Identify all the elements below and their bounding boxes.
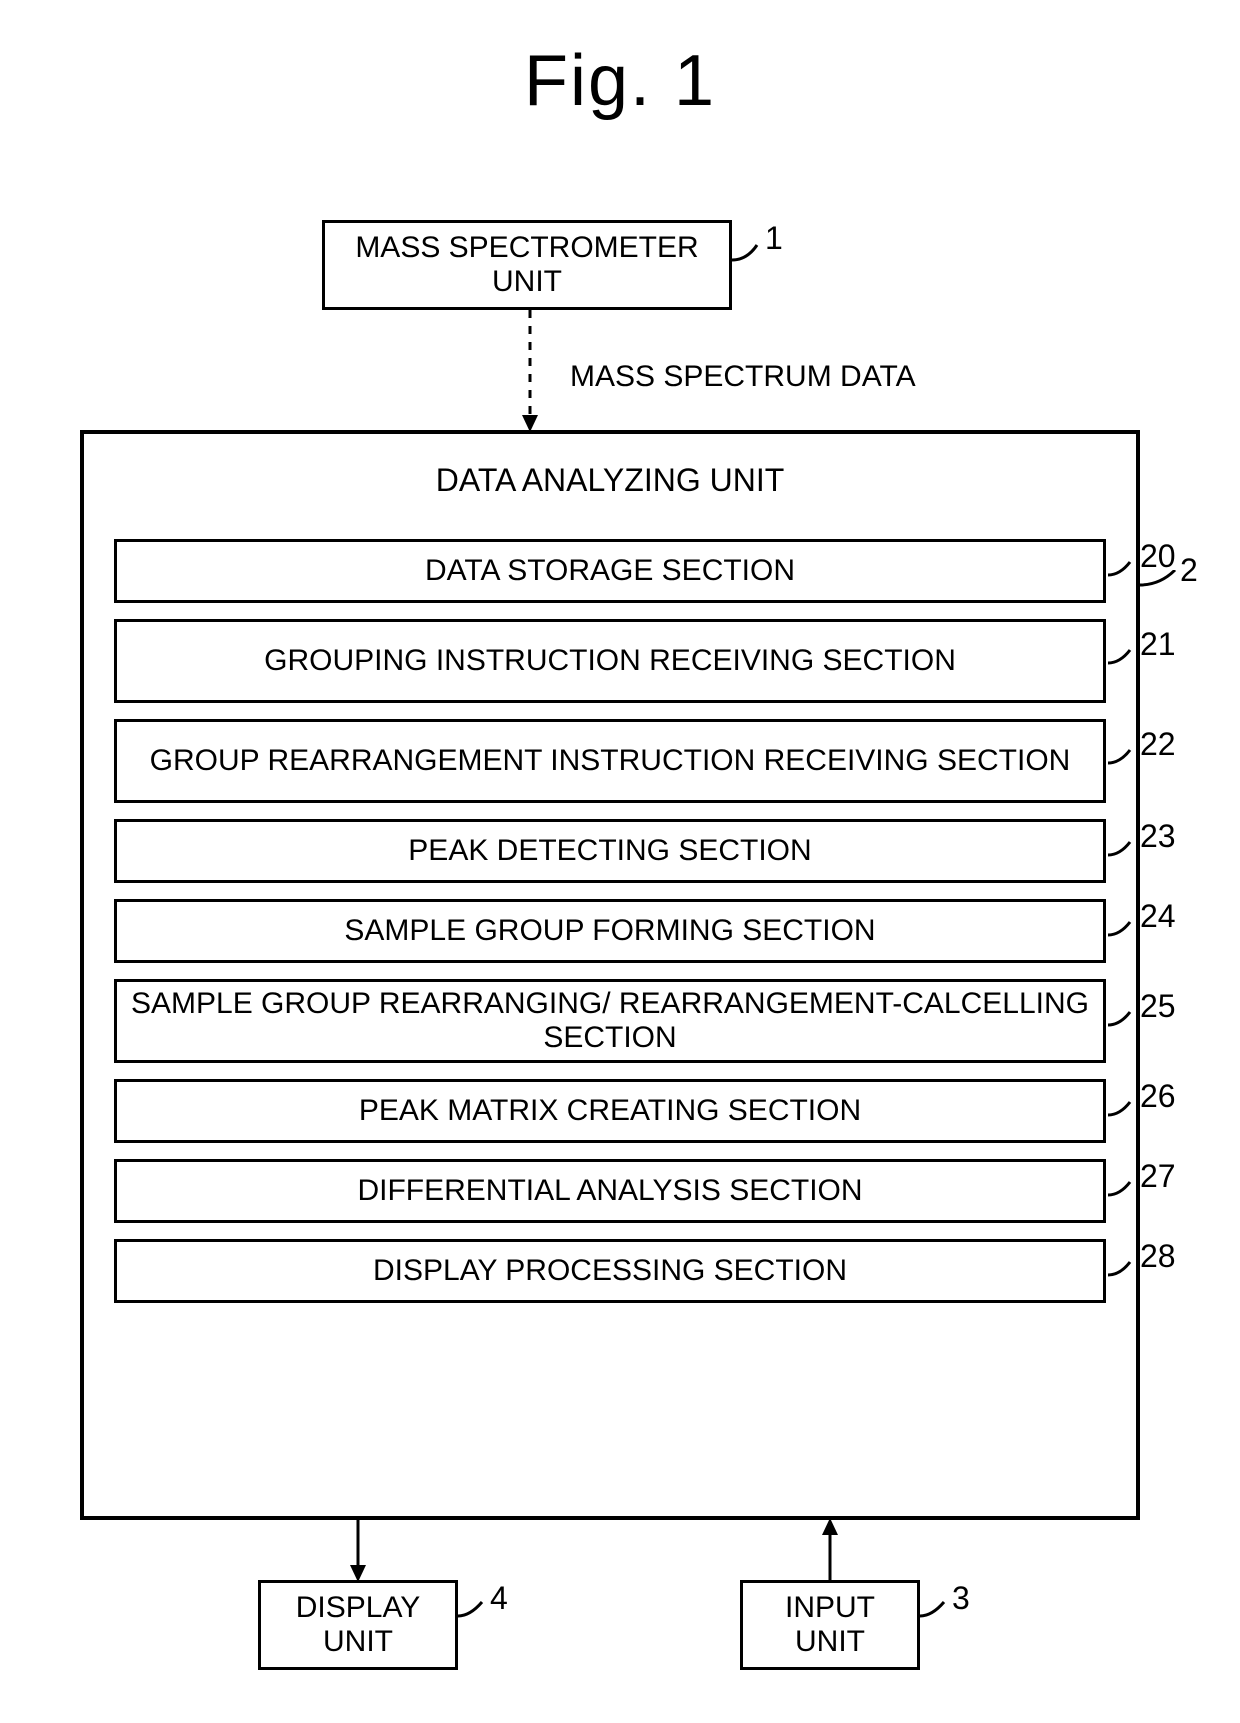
leader-line-20: [1108, 560, 1138, 582]
ref-label-28: 28: [1140, 1238, 1176, 1275]
section-sample-group-forming: SAMPLE GROUP FORMING SECTION: [114, 899, 1106, 963]
section-label: GROUPING INSTRUCTION RECEIVING SECTION: [264, 644, 956, 679]
leader-line-21: [1108, 648, 1138, 670]
figure-title: Fig. 1: [524, 40, 716, 122]
ref-label-27: 27: [1140, 1158, 1176, 1195]
section-label: DIFFERENTIAL ANALYSIS SECTION: [357, 1174, 862, 1209]
section-grouping-instruction: GROUPING INSTRUCTION RECEIVING SECTION: [114, 619, 1106, 703]
leader-line-1: [732, 240, 762, 280]
section-label: DISPLAY PROCESSING SECTION: [373, 1254, 847, 1289]
ref-label-22: 22: [1140, 726, 1176, 763]
section-peak-matrix: PEAK MATRIX CREATING SECTION: [114, 1079, 1106, 1143]
ref-label-3: 3: [952, 1580, 970, 1617]
section-sample-group-rearranging: SAMPLE GROUP REARRANGING/ REARRANGEMENT-…: [114, 979, 1106, 1063]
section-group-rearrangement: GROUP REARRANGEMENT INSTRUCTION RECEIVIN…: [114, 719, 1106, 803]
ref-label-2: 2: [1180, 552, 1198, 589]
ref-label-21: 21: [1140, 626, 1176, 663]
leader-line-22: [1108, 748, 1138, 770]
leader-line-3: [920, 1600, 950, 1624]
section-label: SAMPLE GROUP FORMING SECTION: [344, 914, 875, 949]
section-differential-analysis: DIFFERENTIAL ANALYSIS SECTION: [114, 1159, 1106, 1223]
section-label: PEAK MATRIX CREATING SECTION: [359, 1094, 861, 1129]
leader-line-27: [1108, 1180, 1138, 1202]
ref-label-24: 24: [1140, 898, 1176, 935]
arrow-spectrum-data: [520, 310, 540, 435]
section-display-processing: DISPLAY PROCESSING SECTION: [114, 1239, 1106, 1303]
arrow-to-display-unit: [348, 1520, 368, 1585]
block-label: MASS SPECTROMETER UNIT: [333, 231, 721, 300]
ref-label-1: 1: [765, 220, 783, 257]
leader-line-4: [458, 1600, 488, 1624]
edge-label-spectrum-data: MASS SPECTRUM DATA: [570, 360, 916, 394]
section-label: DATA STORAGE SECTION: [425, 554, 795, 589]
ref-label-26: 26: [1140, 1078, 1176, 1115]
ref-label-4: 4: [490, 1580, 508, 1617]
leader-line-23: [1108, 840, 1138, 862]
ref-label-20: 20: [1140, 538, 1176, 575]
block-label: DISPLAY UNIT: [269, 1591, 447, 1660]
leader-line-25: [1108, 1010, 1138, 1032]
block-data-analyzing-unit: DATA ANALYZING UNIT DATA STORAGE SECTION…: [80, 430, 1140, 1520]
section-label: PEAK DETECTING SECTION: [408, 834, 811, 869]
section-label: SAMPLE GROUP REARRANGING/ REARRANGEMENT-…: [127, 987, 1093, 1056]
arrow-from-input-unit: [820, 1515, 840, 1585]
leader-line-24: [1108, 920, 1138, 942]
block-input-unit: INPUT UNIT: [740, 1580, 920, 1670]
ref-label-25: 25: [1140, 988, 1176, 1025]
ref-label-23: 23: [1140, 818, 1176, 855]
leader-line-26: [1108, 1100, 1138, 1122]
section-data-storage: DATA STORAGE SECTION: [114, 539, 1106, 603]
leader-line-28: [1108, 1260, 1138, 1282]
block-label: INPUT UNIT: [751, 1591, 909, 1660]
section-peak-detecting: PEAK DETECTING SECTION: [114, 819, 1106, 883]
block-display-unit: DISPLAY UNIT: [258, 1580, 458, 1670]
block-mass-spectrometer-unit: MASS SPECTROMETER UNIT: [322, 220, 732, 310]
section-label: GROUP REARRANGEMENT INSTRUCTION RECEIVIN…: [150, 744, 1071, 779]
main-block-title: DATA ANALYZING UNIT: [114, 462, 1106, 499]
